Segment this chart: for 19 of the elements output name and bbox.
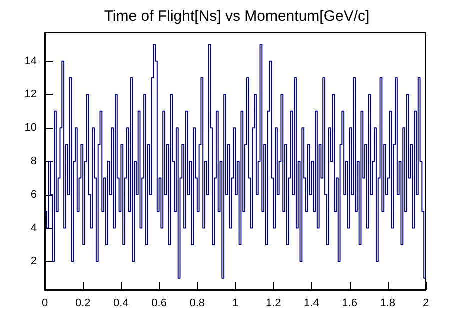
x-tick-label: 1.4: [304, 298, 320, 310]
x-tick-label: 0.2: [75, 298, 91, 310]
x-tick-label: 0.8: [190, 298, 206, 310]
x-tick-label: 0.4: [114, 298, 129, 310]
y-tick-label: 6: [30, 188, 37, 201]
y-tick-label: 14: [24, 55, 37, 68]
y-tick-label: 12: [24, 88, 37, 101]
chart-title: Time of Flight[Ns] vs Momentum[GeV/c]: [104, 8, 370, 25]
y-tick-label: 8: [30, 156, 37, 168]
x-tick-label: 1.6: [342, 298, 358, 310]
x-tick-label: 1.8: [380, 298, 396, 310]
y-tick-label: 10: [24, 122, 37, 134]
x-tick-label: 1.2: [266, 298, 282, 310]
x-tick-label: 1: [232, 298, 239, 310]
x-tick-label: 0: [42, 298, 48, 310]
x-tick-label: 0.6: [152, 298, 167, 310]
y-tick-label: 2: [30, 256, 37, 268]
y-tick-label: 4: [30, 222, 37, 234]
x-tick-label: 2: [422, 298, 430, 310]
